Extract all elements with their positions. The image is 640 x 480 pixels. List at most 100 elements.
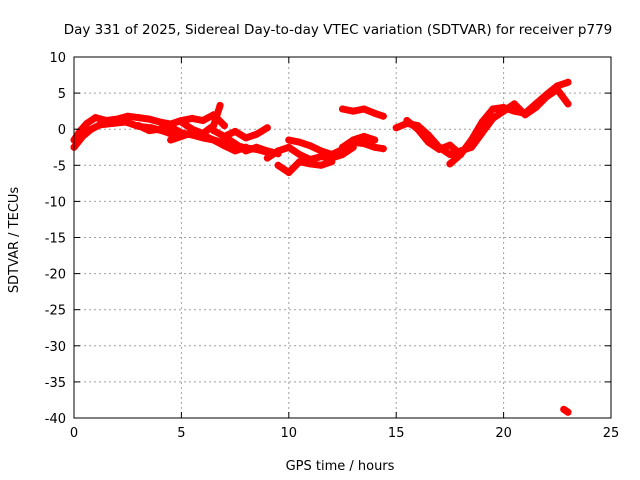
data-point: [371, 143, 379, 151]
data-point: [220, 142, 228, 150]
data-point: [156, 118, 164, 126]
data-point: [177, 118, 185, 126]
data-point: [263, 147, 271, 155]
data-point: [349, 107, 357, 115]
y-tick-label: -35: [45, 376, 66, 391]
data-point: [263, 154, 271, 162]
data-point: [79, 132, 87, 140]
data-point: [478, 118, 486, 126]
y-tick-label: 5: [58, 87, 66, 102]
y-tick-label: 10: [49, 51, 66, 66]
data-point: [87, 125, 95, 133]
data-point: [446, 150, 454, 158]
data-point: [188, 114, 196, 122]
data-point: [317, 147, 325, 155]
y-tick-label: -10: [45, 195, 66, 210]
data-point: [564, 408, 572, 416]
data-point: [199, 130, 207, 138]
data-point: [532, 104, 540, 112]
data-point: [274, 147, 282, 155]
data-point: [231, 147, 239, 155]
data-point: [220, 132, 228, 140]
data-point: [220, 122, 228, 130]
y-tick-label: -5: [53, 159, 66, 174]
data-point: [83, 119, 91, 127]
data-point: [403, 117, 411, 125]
data-point: [210, 136, 218, 144]
series-arc-1: [70, 111, 228, 144]
data-point: [134, 114, 142, 122]
data-point: [371, 109, 379, 117]
data-point: [339, 105, 346, 113]
data-point: [500, 107, 508, 115]
data-point: [306, 156, 314, 164]
data-point: [510, 100, 518, 108]
data-point: [360, 132, 368, 140]
data-point: [124, 112, 132, 120]
data-point: [349, 136, 357, 144]
data-point: [96, 121, 104, 129]
x-tick-label: 5: [177, 426, 185, 441]
x-axis-label: GPS time / hours: [286, 459, 395, 474]
series-arc-12: [339, 132, 379, 151]
data-point: [328, 150, 336, 158]
data-point: [414, 125, 422, 133]
data-point: [242, 147, 250, 155]
y-tick-label: -25: [45, 304, 66, 319]
x-tick-label: 15: [388, 426, 405, 441]
data-point: [109, 119, 117, 127]
x-tick-label: 20: [495, 426, 512, 441]
data-point: [167, 123, 175, 131]
data-point: [285, 169, 293, 177]
data-point: [91, 114, 99, 122]
series-arc-10: [285, 136, 387, 158]
grid: [74, 57, 611, 418]
data-point: [306, 142, 314, 150]
data-point: [543, 93, 551, 101]
data-point: [478, 129, 486, 137]
data-point: [446, 160, 454, 168]
data-point: [296, 158, 304, 166]
data-point: [231, 127, 239, 135]
data-point: [134, 122, 142, 130]
data-point: [379, 145, 387, 153]
x-tick-label: 10: [281, 426, 298, 441]
data-point: [489, 105, 497, 113]
data-point: [521, 111, 529, 119]
data-point: [263, 124, 271, 132]
data-point: [360, 140, 368, 148]
data-point: [253, 130, 261, 138]
data-point: [317, 161, 325, 169]
y-tick-label: -30: [45, 340, 66, 355]
data-point: [371, 136, 379, 144]
data-point: [145, 127, 153, 135]
data-point: [253, 143, 261, 151]
data-series: [70, 78, 572, 416]
data-point: [457, 150, 465, 158]
data-point: [199, 117, 207, 125]
data-point: [339, 143, 346, 151]
data-point: [392, 124, 400, 132]
data-point: [122, 118, 130, 126]
data-point: [274, 161, 282, 169]
data-point: [167, 136, 175, 144]
data-point: [285, 143, 293, 151]
series-arc-16: [467, 86, 572, 151]
y-tick-label: -40: [45, 412, 66, 427]
data-point: [285, 136, 293, 144]
x-tick-label: 25: [603, 426, 620, 441]
data-point: [489, 114, 497, 122]
data-point: [360, 105, 368, 113]
data-point: [564, 78, 572, 86]
y-tick-label: -15: [45, 232, 66, 247]
data-point: [231, 140, 239, 148]
x-tick-label: 0: [70, 426, 78, 441]
data-point: [210, 127, 218, 135]
data-point: [424, 138, 432, 146]
data-point: [435, 145, 443, 153]
data-point: [242, 134, 250, 142]
data-point: [446, 141, 454, 149]
data-point: [467, 143, 475, 151]
data-point: [564, 100, 572, 108]
data-point: [296, 150, 304, 158]
